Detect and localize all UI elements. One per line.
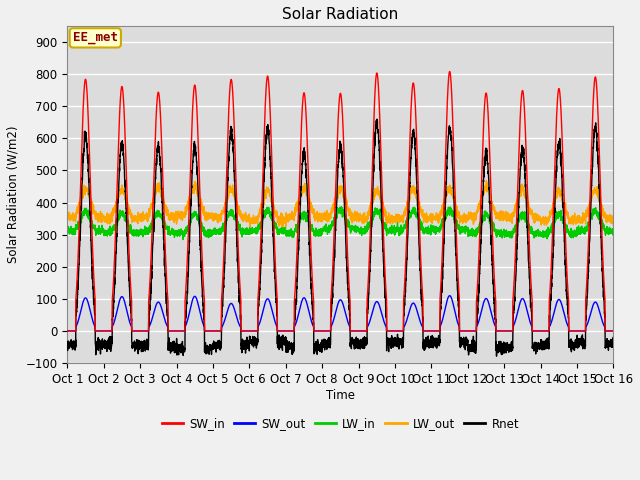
Text: EE_met: EE_met: [73, 31, 118, 44]
Title: Solar Radiation: Solar Radiation: [282, 7, 399, 22]
Legend: SW_in, SW_out, LW_in, LW_out, Rnet: SW_in, SW_out, LW_in, LW_out, Rnet: [157, 413, 524, 435]
X-axis label: Time: Time: [326, 389, 355, 402]
Y-axis label: Solar Radiation (W/m2): Solar Radiation (W/m2): [7, 126, 20, 263]
